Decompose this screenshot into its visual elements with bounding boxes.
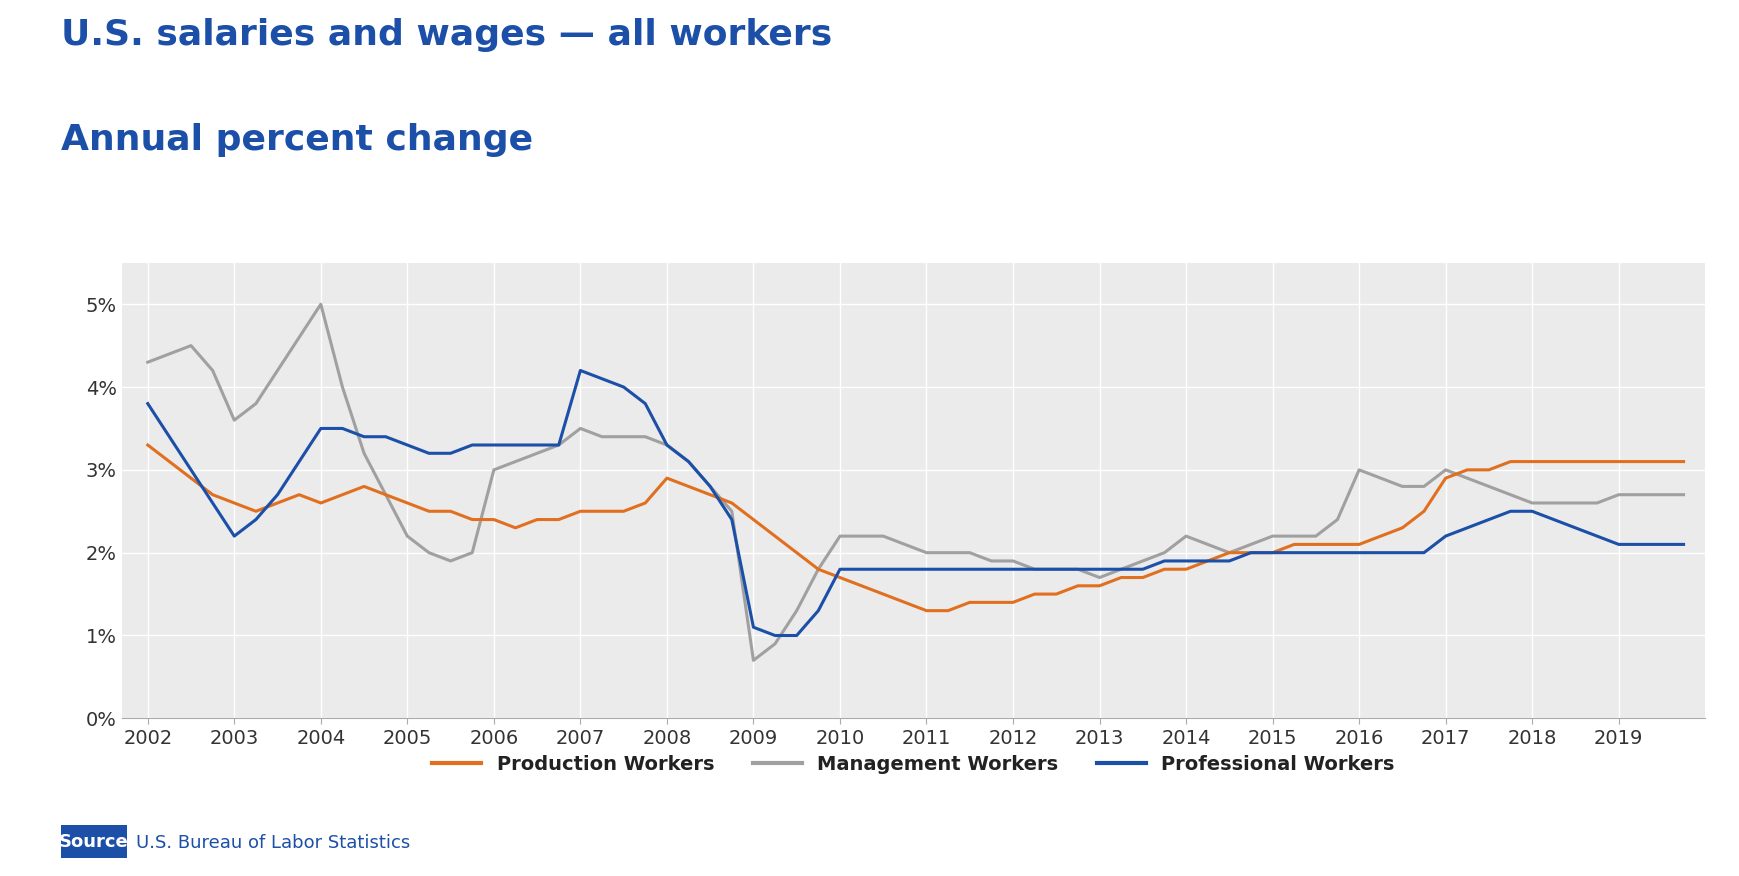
Text: Source: Source — [59, 833, 129, 851]
Legend: Production Workers, Management Workers, Professional Workers: Production Workers, Management Workers, … — [424, 747, 1402, 781]
Text: Annual percent change: Annual percent change — [61, 123, 532, 157]
Text: U.S. salaries and wages — all workers: U.S. salaries and wages — all workers — [61, 18, 831, 52]
Text: U.S. Bureau of Labor Statistics: U.S. Bureau of Labor Statistics — [136, 834, 410, 851]
